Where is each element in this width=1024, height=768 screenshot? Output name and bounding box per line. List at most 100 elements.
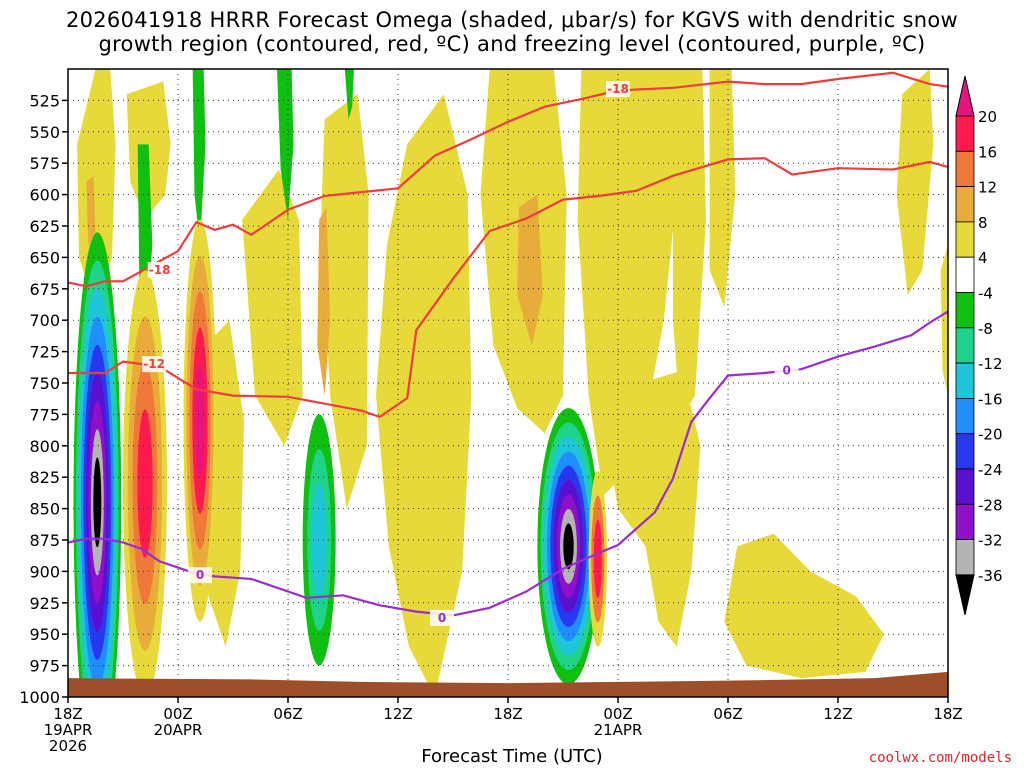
colorbar-bin-1 [955, 115, 975, 152]
colorbar-label-8: -12 [978, 355, 1003, 373]
x-tick-date-30: 21APR [594, 721, 643, 739]
y-tick-label-925: 925 [29, 594, 60, 613]
y-tick-label-675: 675 [29, 280, 60, 299]
colorbar-bin-4 [955, 221, 975, 258]
moderate-sinking-area-2 [517, 194, 543, 346]
x-tick-year-0: 2026 [49, 737, 87, 755]
colorbar-bin-5 [955, 256, 975, 293]
colorbar-label-1: 20 [978, 108, 997, 126]
colorbar-top-arrow [955, 75, 975, 117]
x-tick-label-42: 12Z [823, 705, 852, 723]
colorbar-bin-9 [955, 397, 975, 435]
colorbar-bin-6 [955, 292, 975, 329]
ground-layer [68, 671, 948, 697]
y-tick-label-800: 800 [29, 437, 60, 456]
y-tick-label-775: 775 [29, 405, 60, 424]
sinking-2-level-5 [195, 363, 205, 479]
y-tick-label-725: 725 [29, 343, 60, 362]
y-tick-label-975: 975 [29, 657, 60, 676]
colorbar-bin-11 [955, 468, 975, 505]
x-tick-label-36: 06Z [713, 705, 742, 723]
x-tick-label-6: 00Z [163, 705, 192, 723]
x-tick-label-0: 18Z [53, 705, 82, 723]
colorbar-label-12: -28 [978, 496, 1003, 514]
moderate-sinking-area-1 [317, 207, 331, 396]
dendritic-minus-12-label-bg-1 [142, 356, 167, 373]
colorbar-bin-13 [955, 539, 975, 576]
sinking-3-level-3 [593, 519, 602, 598]
colorbar-label-2: 16 [978, 143, 997, 161]
upper-rising-area-2 [192, 69, 206, 245]
rising-core-1-level-9 [93, 457, 102, 548]
moderate-sinking-area-3 [86, 175, 96, 245]
dendritic-minus-18-contour [68, 71, 948, 288]
freezing-level-0-label-bg-1 [188, 567, 212, 584]
freezing-level-0-label-3: 0 [782, 363, 790, 377]
weak-sinking-area-3 [242, 169, 303, 446]
x-tick-label-48: 18Z [933, 705, 962, 723]
colorbar-bin-10 [955, 433, 975, 470]
colorbar-label-3: 12 [978, 179, 997, 197]
rising-core-3-level-9 [563, 523, 574, 570]
y-tick-label-850: 850 [29, 500, 60, 519]
dendritic-minus-12-label-1: -12 [143, 357, 165, 371]
dendritic-minus-18-label-bg-1 [147, 261, 172, 278]
axes-layer: 525 550 575 600 625 650 675 700 725 750 775 800 825 8… [19, 68, 963, 755]
ground-terrain [68, 671, 948, 697]
colorbar-bin-3 [955, 186, 975, 223]
x-tick-label-24: 18Z [493, 705, 522, 723]
y-tick-label-650: 650 [29, 248, 60, 267]
freezing-level-0-label-2: 0 [438, 611, 446, 625]
omega-shading-layer [73, 69, 948, 697]
y-tick-label-525: 525 [29, 91, 60, 110]
y-tick-label-600: 600 [29, 186, 60, 205]
chart-title-line-2: growth region (contoured, red, ºC) and f… [98, 32, 926, 56]
colorbar-label-7: -8 [978, 320, 993, 338]
x-tick-label-12: 06Z [273, 705, 302, 723]
dendritic-minus-18-label-2: -18 [607, 82, 629, 96]
weak-sinking-area-9 [673, 69, 706, 421]
colorbar-bin-7 [955, 327, 975, 364]
colorbar: 20 16 12 8 4 -4 -8 -12 -16 -20 -24 -28 -32 -36 [955, 75, 1003, 616]
colorbar-label-5: 4 [978, 249, 988, 267]
weak-sinking-area-8 [599, 370, 701, 647]
x-tick-label-30: 00Z [603, 705, 632, 723]
upper-rising-area-4 [344, 69, 354, 120]
weak-sinking-area-7 [577, 69, 677, 497]
chart-title-line-1: 2026041918 HRRR Forecast Omega (shaded, … [65, 8, 959, 32]
weak-sinking-area-11 [724, 533, 884, 679]
sinking-1-level-4 [137, 409, 153, 558]
y-tick-label-875: 875 [29, 531, 60, 550]
upper-rising-area-3 [277, 69, 294, 220]
colorbar-label-9: -16 [978, 390, 1003, 408]
colorbar-label-13: -32 [978, 532, 1003, 550]
colorbar-label-10: -20 [978, 426, 1003, 444]
dendritic-minus-18-label-bg-2 [606, 81, 630, 98]
x-tick-date-0: 19APR [44, 721, 93, 739]
rising-core-2-level-3 [311, 484, 327, 596]
y-tick-label-750: 750 [29, 374, 60, 393]
weak-sinking-area-10 [709, 69, 736, 308]
contour-layer: -12 -18 -18 0 0 0 [68, 71, 948, 626]
y-tick-label-950: 950 [29, 625, 60, 644]
y-tick-label-900: 900 [29, 562, 60, 581]
weak-sinking-area-1 [77, 69, 116, 308]
weak-sinking-area-5 [376, 94, 472, 697]
colorbar-label-6: -4 [978, 285, 993, 303]
x-tick-label-18: 12Z [383, 705, 412, 723]
colorbar-bin-2 [955, 150, 975, 188]
y-tick-label-550: 550 [29, 123, 60, 142]
colorbar-bin-12 [955, 503, 975, 540]
y-tick-label-625: 625 [29, 217, 60, 236]
y-tick-label-575: 575 [29, 154, 60, 173]
credit-link[interactable]: coolwx.com/models [868, 750, 1012, 766]
gridlines [67, 69, 949, 698]
y-tick-label-700: 700 [29, 311, 60, 330]
colorbar-bin-8 [955, 362, 975, 399]
freezing-level-0-label-bg-2 [430, 609, 454, 626]
x-tick-date-6: 20APR [154, 721, 203, 739]
colorbar-label-4: 8 [978, 214, 988, 232]
dendritic-minus-12-contour [68, 157, 948, 419]
x-axis-title: Forecast Time (UTC) [421, 746, 603, 767]
